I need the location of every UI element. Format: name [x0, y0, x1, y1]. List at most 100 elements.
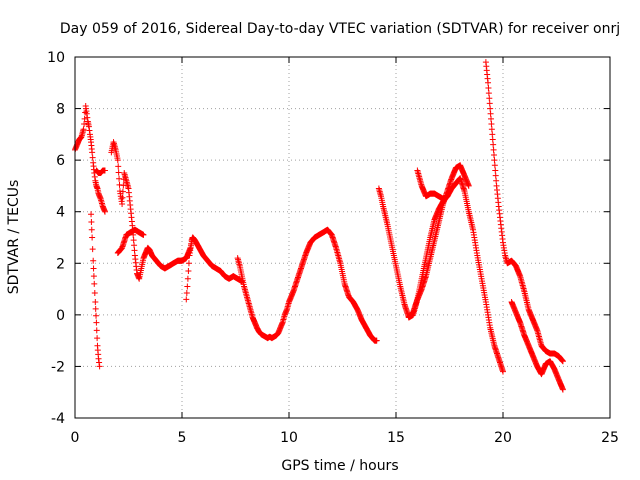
data-point: [131, 242, 138, 249]
series-seg5: [114, 226, 147, 256]
data-point: [489, 131, 496, 138]
data-point: [94, 335, 101, 342]
data-point: [485, 79, 492, 86]
data-point: [185, 260, 192, 267]
plot-frame: [74, 56, 611, 419]
data-point: [119, 200, 126, 207]
data-point: [85, 123, 92, 130]
data-point: [485, 84, 492, 91]
data-point: [80, 126, 87, 133]
series-seg8: [234, 255, 292, 342]
series-seg11: [405, 162, 472, 321]
y-tick-label: 4: [56, 205, 65, 221]
data-points: [72, 59, 566, 393]
series-seg12: [414, 167, 451, 202]
data-point: [88, 226, 95, 233]
axis-ticks: 0 5 10 15 20 25 -4 -2 0 2 4 6 8 10: [47, 50, 619, 446]
data-point: [89, 149, 96, 156]
data-point: [491, 162, 498, 169]
data-point: [91, 173, 98, 180]
data-point: [189, 235, 196, 242]
x-axis-label: GPS time / hours: [281, 458, 398, 474]
data-point: [486, 95, 493, 102]
data-point: [92, 298, 99, 305]
data-point: [119, 188, 126, 195]
series-seg3: [93, 167, 108, 177]
data-point: [486, 100, 493, 107]
data-point: [115, 163, 122, 170]
x-tick-label: 10: [280, 430, 298, 446]
series-seg7: [183, 234, 196, 303]
data-point: [83, 110, 90, 117]
data-point: [91, 280, 98, 287]
data-point: [116, 175, 123, 182]
data-point: [373, 337, 380, 344]
data-point: [89, 246, 96, 253]
data-point: [130, 237, 137, 244]
data-point: [92, 305, 99, 312]
data-point: [81, 121, 88, 128]
series-seg4: [108, 139, 156, 282]
y-tick-label: 2: [56, 256, 65, 272]
y-tick-label: 8: [56, 102, 65, 118]
x-tick-label: 20: [494, 430, 512, 446]
data-point: [84, 114, 91, 121]
data-point: [96, 363, 103, 370]
data-point: [487, 105, 494, 112]
y-tick-label: 6: [56, 153, 65, 169]
data-point: [93, 312, 100, 319]
data-point: [119, 194, 126, 201]
data-point: [489, 136, 496, 143]
data-point: [493, 177, 500, 184]
data-point: [187, 244, 194, 251]
data-point: [90, 257, 97, 264]
data-point: [140, 231, 147, 238]
data-point: [96, 359, 103, 366]
data-point: [101, 208, 108, 215]
data-point: [183, 289, 190, 296]
data-point: [86, 127, 93, 134]
chart-title: Day 059 of 2016, Sidereal Day-to-day VTE…: [60, 21, 620, 37]
series-seg6: [149, 234, 245, 285]
data-point: [189, 234, 196, 241]
data-point: [488, 115, 495, 122]
x-tick-label: 15: [387, 430, 405, 446]
data-point: [88, 211, 95, 218]
data-point: [93, 327, 100, 334]
data-point: [114, 157, 121, 164]
series-seg14: [508, 298, 566, 393]
y-tick-label: 0: [56, 308, 65, 324]
y-axis-label: SDTVAR / TECUs: [6, 180, 22, 295]
data-point: [491, 157, 498, 164]
series-seg9: [286, 226, 380, 344]
series-seg1: [72, 102, 108, 215]
y-tick-label: -4: [51, 411, 65, 427]
data-point: [93, 319, 100, 326]
data-point: [188, 240, 195, 247]
data-point: [81, 115, 88, 122]
data-point: [444, 193, 451, 200]
data-point: [485, 90, 492, 97]
data-point: [101, 167, 108, 174]
data-point: [89, 234, 96, 241]
data-point: [490, 146, 497, 153]
data-point: [188, 237, 195, 244]
data-point: [90, 273, 97, 280]
data-point: [500, 368, 506, 375]
data-point: [488, 121, 495, 128]
data-point: [491, 151, 498, 158]
data-point: [183, 296, 190, 303]
x-tick-label: 5: [178, 430, 187, 446]
data-point: [488, 126, 495, 133]
data-point: [490, 141, 497, 148]
x-tick-label: 0: [71, 430, 80, 446]
data-point: [559, 386, 566, 393]
data-point: [559, 358, 566, 365]
y-tick-label: 10: [47, 50, 65, 66]
data-point: [487, 110, 494, 117]
data-point: [89, 154, 96, 161]
data-point: [91, 289, 98, 296]
data-point: [131, 247, 138, 254]
data-point: [116, 181, 123, 188]
